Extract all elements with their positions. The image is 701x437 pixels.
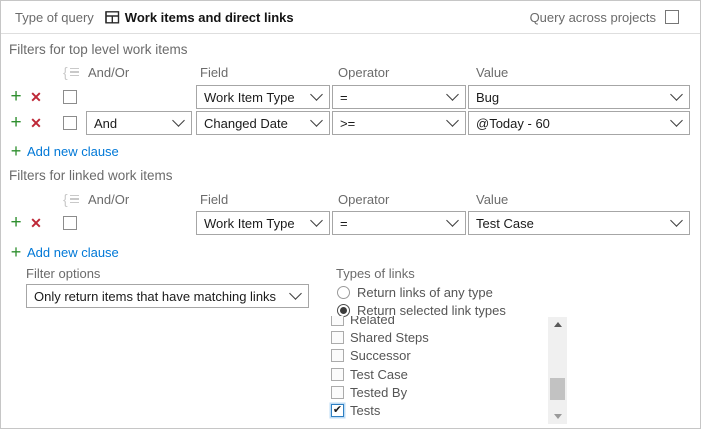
filter-options-dropdown[interactable]: Only return items that have matching lin…	[26, 284, 309, 308]
link-types-list: Related Shared Steps Successor Test Case…	[319, 316, 549, 425]
direct-links-query-icon	[104, 9, 120, 25]
top-filters-header-row: { And/Or Field Operator Value	[1, 64, 698, 80]
chevron-down-icon	[670, 114, 683, 127]
chevron-down-icon	[446, 88, 459, 101]
add-new-clause-link[interactable]: + Add new clause	[10, 141, 119, 161]
andor-dropdown[interactable]: And	[86, 111, 192, 135]
scrollbar-down-icon[interactable]	[548, 409, 567, 424]
checkbox-icon[interactable]	[331, 367, 344, 381]
query-across-projects-label: Query across projects	[529, 9, 656, 25]
link-type-related[interactable]: Related	[319, 316, 549, 328]
add-clause-icon[interactable]: +	[10, 112, 22, 133]
field-dropdown[interactable]: Work Item Type	[196, 211, 330, 235]
operator-dropdown[interactable]: =	[332, 85, 466, 109]
chevron-down-icon	[446, 214, 459, 227]
link-type-tests[interactable]: ✔ Tests	[331, 403, 381, 419]
chevron-down-icon	[289, 287, 302, 300]
checkbox-icon[interactable]	[331, 316, 344, 326]
value-dropdown[interactable]: Bug	[468, 85, 690, 109]
linked-filters-title: Filters for linked work items	[9, 168, 173, 183]
operator-dropdown[interactable]: =	[332, 211, 466, 235]
filter-options-label: Filter options	[26, 266, 101, 281]
link-type-successor[interactable]: Successor	[319, 347, 549, 365]
add-clause-icon[interactable]: +	[10, 86, 22, 107]
link-types-scrollbar[interactable]	[548, 317, 567, 424]
linked-filter-row-1: + ✕ Work Item Type = Test Case	[1, 211, 690, 235]
column-header-value: Value	[476, 191, 509, 207]
field-dropdown[interactable]: Changed Date	[196, 111, 330, 135]
column-header-value: Value	[476, 64, 509, 80]
type-of-query-label: Type of query	[15, 9, 94, 25]
types-of-links-label: Types of links	[336, 266, 415, 281]
query-type-value[interactable]: Work items and direct links	[124, 9, 294, 25]
checkbox-icon[interactable]	[331, 349, 344, 363]
clause-select-checkbox[interactable]	[63, 90, 77, 104]
column-header-operator: Operator	[338, 64, 390, 80]
checkbox-icon[interactable]	[331, 386, 344, 400]
value-dropdown[interactable]: @Today - 60	[468, 111, 690, 135]
plus-icon: +	[10, 242, 22, 262]
link-type-tested-by[interactable]: Tested By	[319, 383, 549, 401]
link-type-test-case[interactable]: Test Case	[319, 365, 549, 383]
clause-select-checkbox[interactable]	[63, 116, 77, 130]
delete-clause-icon[interactable]: ✕	[30, 215, 42, 231]
chevron-down-icon	[670, 88, 683, 101]
plus-icon: +	[10, 141, 22, 161]
column-header-field: Field	[200, 64, 229, 80]
column-header-field: Field	[200, 191, 229, 207]
chevron-down-icon	[446, 114, 459, 127]
checkbox-checked-icon[interactable]: ✔	[331, 404, 344, 418]
scrollbar-up-icon[interactable]	[548, 317, 567, 332]
link-type-shared-steps[interactable]: Shared Steps	[319, 328, 549, 346]
group-clauses-icon: {	[63, 192, 79, 206]
operator-dropdown[interactable]: >=	[332, 111, 466, 135]
delete-clause-icon[interactable]: ✕	[30, 115, 42, 131]
chevron-down-icon	[172, 114, 185, 127]
chevron-down-icon	[310, 88, 323, 101]
add-clause-icon[interactable]: +	[10, 212, 22, 233]
linked-filters-header-row: { And/Or Field Operator Value	[1, 191, 698, 207]
radio-return-links-any-type[interactable]: Return links of any type	[337, 285, 493, 300]
group-clauses-icon: {	[63, 65, 79, 79]
field-dropdown[interactable]: Work Item Type	[196, 85, 330, 109]
clause-select-checkbox[interactable]	[63, 216, 77, 230]
value-dropdown[interactable]: Test Case	[468, 211, 690, 235]
checkbox-icon[interactable]	[331, 330, 344, 344]
chevron-down-icon	[310, 114, 323, 127]
column-header-andor: And/Or	[88, 64, 130, 80]
top-filter-row-1: + ✕ Work Item Type = Bug	[1, 85, 690, 109]
query-type-bar: Type of query Work items and direct link…	[1, 1, 700, 34]
chevron-down-icon	[310, 214, 323, 227]
chevron-down-icon	[670, 214, 683, 227]
top-filter-row-2: + ✕ And Changed Date >= @Today - 60	[1, 111, 690, 135]
radio-return-selected-link-types[interactable]: Return selected link types	[337, 303, 506, 318]
delete-clause-icon[interactable]: ✕	[30, 89, 42, 105]
column-header-operator: Operator	[338, 191, 390, 207]
top-filters-title: Filters for top level work items	[9, 42, 188, 57]
column-header-andor: And/Or	[88, 191, 130, 207]
add-new-clause-link[interactable]: + Add new clause	[10, 242, 119, 262]
query-across-projects-checkbox[interactable]	[665, 10, 679, 24]
scrollbar-thumb[interactable]	[550, 378, 565, 400]
radio-icon	[337, 286, 350, 299]
